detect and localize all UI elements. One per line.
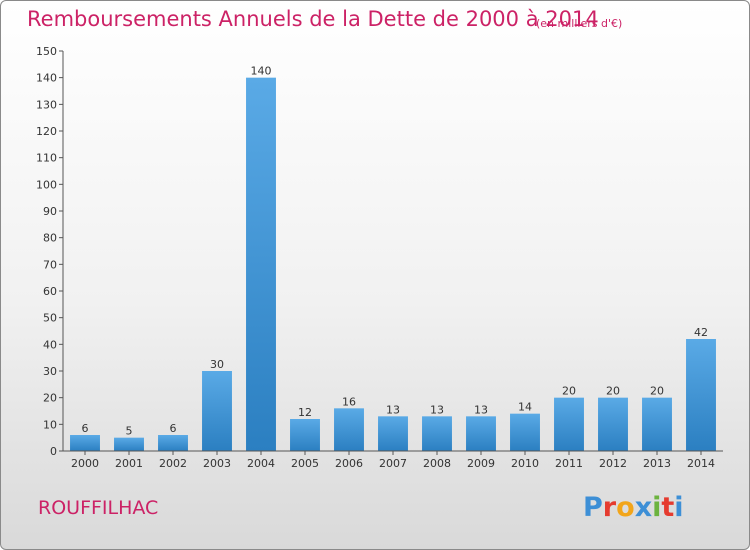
bar-2011 <box>554 397 584 451</box>
x-tick-label: 2002 <box>159 457 187 470</box>
bar-2002 <box>158 435 188 451</box>
logo-letter: P <box>583 492 603 523</box>
y-tick-label: 0 <box>50 445 57 458</box>
y-tick-label: 20 <box>43 392 57 405</box>
bar-2010 <box>510 413 540 451</box>
logo-letter: r <box>602 492 617 523</box>
bar-value-label: 13 <box>430 403 444 416</box>
logo-letter: i <box>674 492 684 523</box>
y-tick-label: 40 <box>43 338 57 351</box>
x-tick-label: 2008 <box>423 457 451 470</box>
bar-2001 <box>114 437 144 451</box>
x-tick-label: 2009 <box>467 457 495 470</box>
y-tick-label: 60 <box>43 285 57 298</box>
y-tick-label: 10 <box>43 418 57 431</box>
bar-value-label: 6 <box>82 422 89 435</box>
bar-value-label: 5 <box>126 425 133 438</box>
logo-letter: i <box>652 492 662 523</box>
logo-letter: x <box>634 492 653 523</box>
y-tick-label: 70 <box>43 258 57 271</box>
bars: 6 5 6 30 140 12 16 13 13 13 14 20 20 20 42 <box>70 65 716 452</box>
y-tick-label: 110 <box>36 152 57 165</box>
x-tick-label: 2013 <box>643 457 671 470</box>
x-tick-label: 2010 <box>511 457 539 470</box>
x-tick-label: 2000 <box>71 457 99 470</box>
x-tick-label: 2005 <box>291 457 319 470</box>
x-tick-label: 2014 <box>687 457 715 470</box>
x-tick-label: 2012 <box>599 457 627 470</box>
x-tick-label: 2004 <box>247 457 275 470</box>
commune-name: ROUFFILHAC <box>38 497 159 519</box>
y-tick-label: 50 <box>43 312 57 325</box>
y-axis-ticks: 0 10 20 30 40 50 60 70 80 90 100 110 120 130 140 150 <box>36 45 63 458</box>
x-tick-label: 2006 <box>335 457 363 470</box>
bar-2007 <box>378 416 408 451</box>
proxiti-logo: Proxiti <box>583 492 684 523</box>
logo-letter: t <box>661 492 675 523</box>
bar-value-label: 20 <box>606 385 620 398</box>
y-tick-label: 130 <box>36 98 57 111</box>
bar-value-label: 140 <box>251 65 272 78</box>
chart-title: Remboursements Annuels de la Dette de 20… <box>27 7 599 31</box>
x-tick-label: 2001 <box>115 457 143 470</box>
bar-value-label: 16 <box>342 395 356 408</box>
x-tick-label: 2003 <box>203 457 231 470</box>
bar-2014 <box>686 339 716 451</box>
bar-value-label: 30 <box>210 358 224 371</box>
bar-value-label: 20 <box>650 385 664 398</box>
logo-letter: o <box>616 492 635 523</box>
bar-2004 <box>246 77 276 452</box>
bar-2008 <box>422 416 452 451</box>
y-tick-label: 150 <box>36 45 57 58</box>
bar-value-label: 14 <box>518 401 532 414</box>
bar-value-label: 12 <box>298 406 312 419</box>
chart-subtitle: (en milliers d'€) <box>536 17 623 30</box>
bar-2006 <box>334 408 364 451</box>
y-tick-label: 30 <box>43 365 57 378</box>
x-axis-ticks: 2000 2001 2002 2003 2004 2005 2006 2007 2008 2009… <box>71 451 715 470</box>
bar-value-label: 13 <box>474 403 488 416</box>
y-tick-label: 100 <box>36 178 57 191</box>
x-tick-label: 2007 <box>379 457 407 470</box>
bar-value-label: 6 <box>170 422 177 435</box>
x-tick-label: 2011 <box>555 457 583 470</box>
y-tick-label: 140 <box>36 72 57 85</box>
bar-2005 <box>290 419 320 451</box>
bar-2009 <box>466 416 496 451</box>
bar-value-label: 13 <box>386 403 400 416</box>
y-tick-label: 120 <box>36 125 57 138</box>
bar-2003 <box>202 371 232 451</box>
bar-2000 <box>70 435 100 451</box>
bar-value-label: 20 <box>562 385 576 398</box>
y-tick-label: 80 <box>43 232 57 245</box>
y-tick-label: 90 <box>43 205 57 218</box>
bar-2013 <box>642 397 672 451</box>
bar-2012 <box>598 397 628 451</box>
bar-value-label: 42 <box>694 326 708 339</box>
